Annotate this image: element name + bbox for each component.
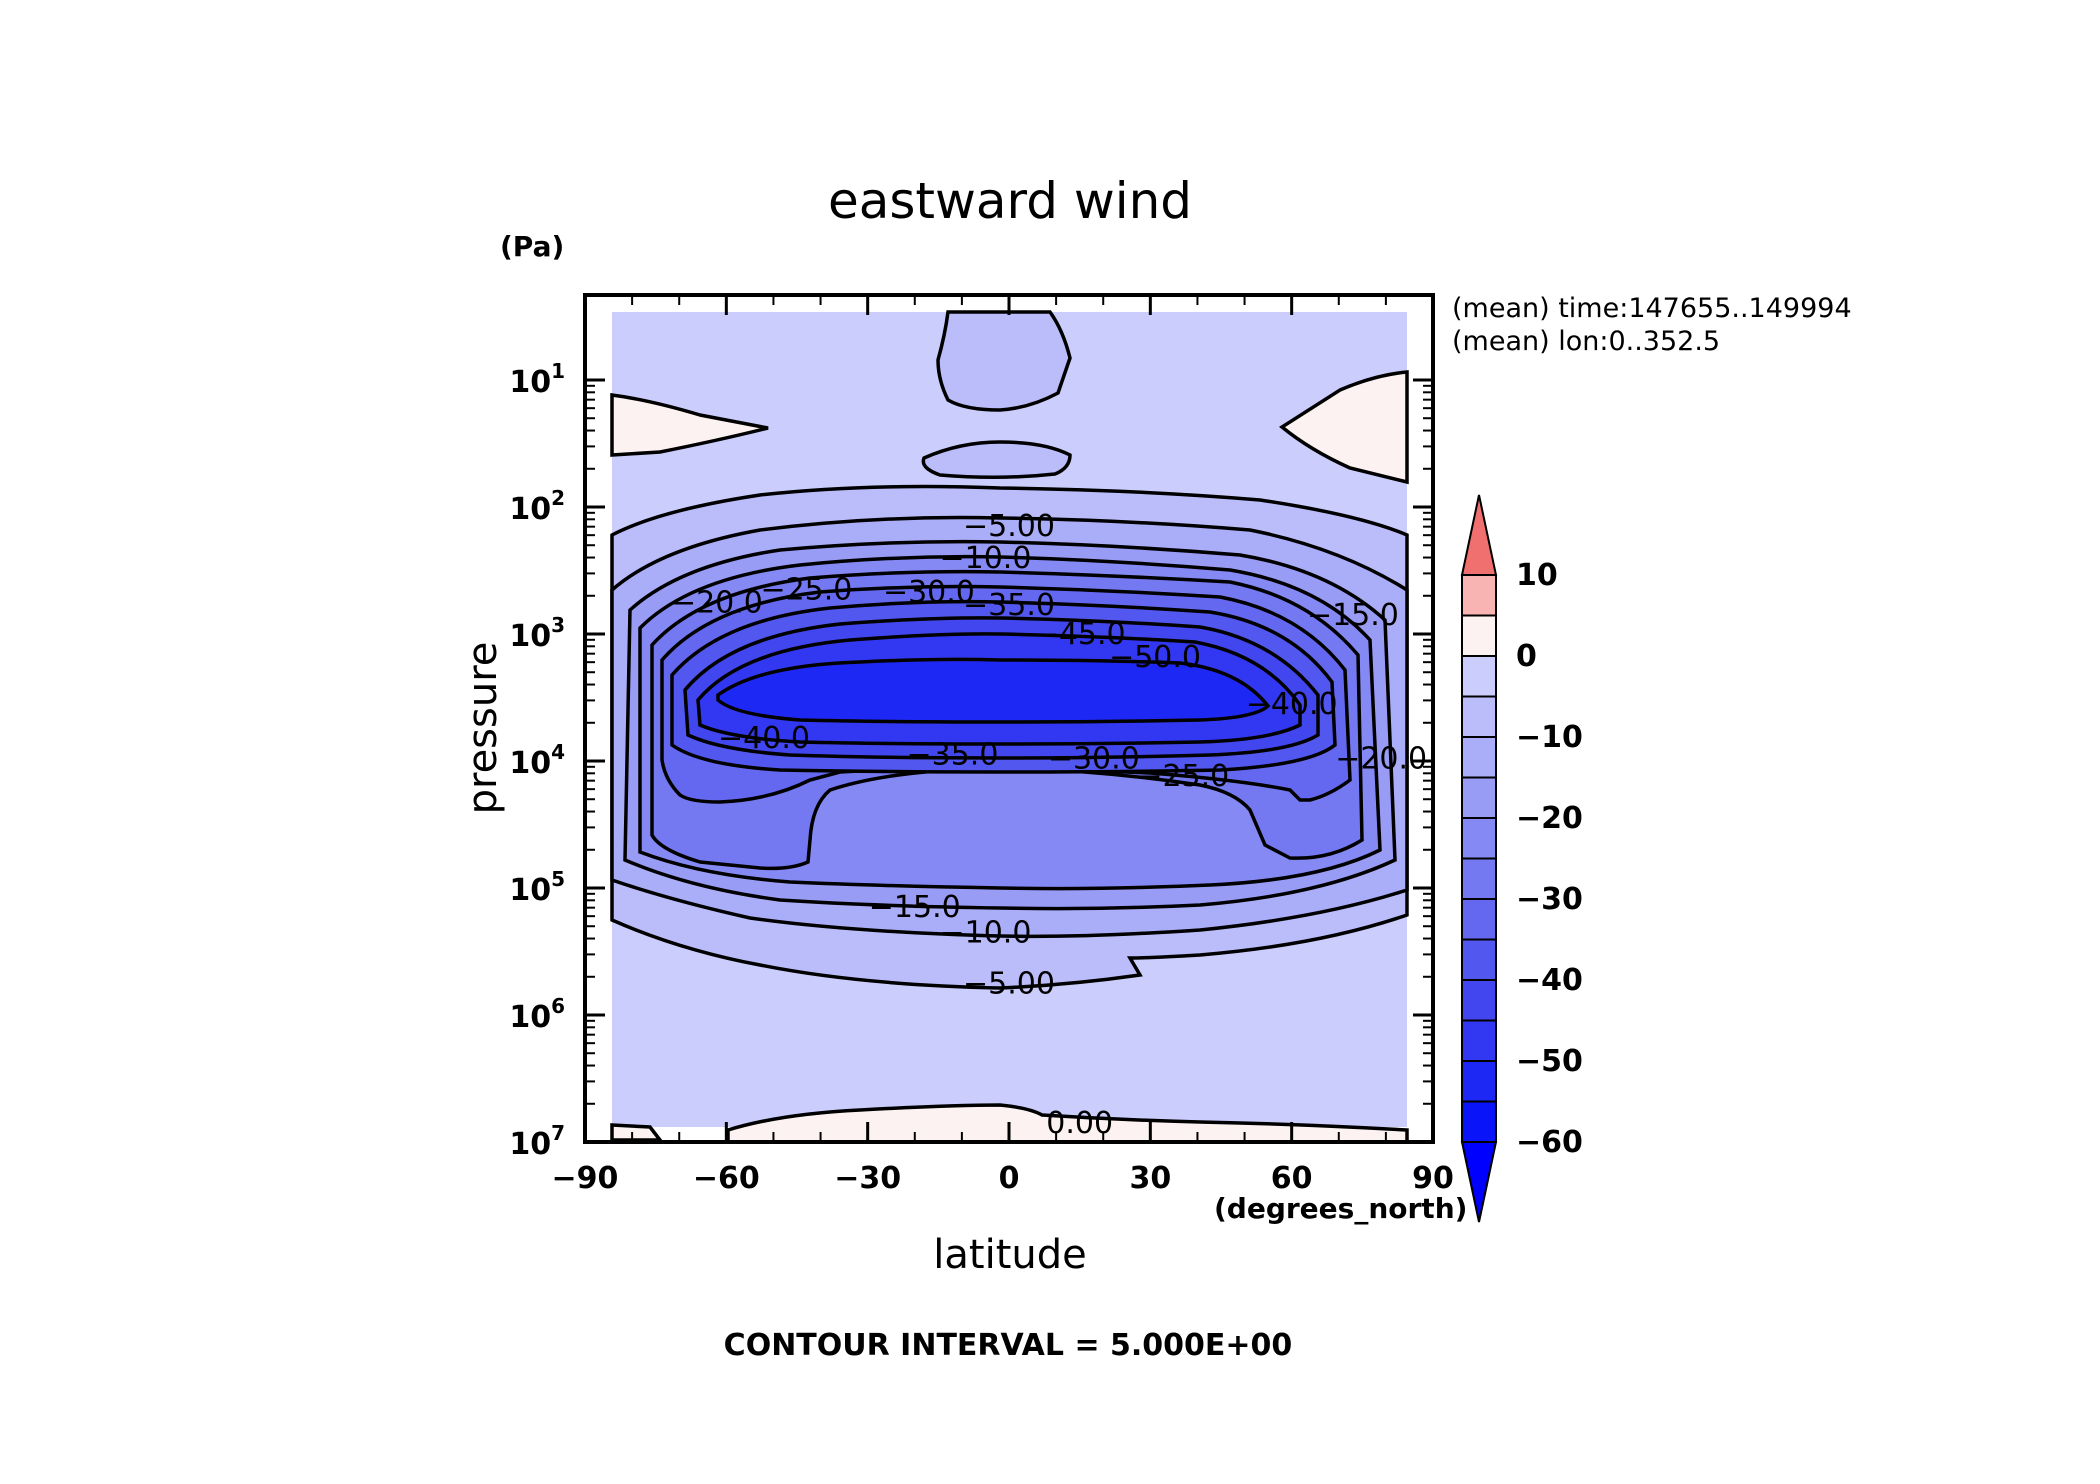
colorbar-swatch — [1461, 695, 1497, 738]
x-tick-label: −30 — [834, 1161, 901, 1196]
contour-label: −35.0 — [963, 588, 1055, 623]
contour-label: −25.0 — [1137, 759, 1229, 794]
annotation-lon: (mean) lon:0..352.5 — [1452, 326, 1720, 357]
y-tick-base: 10 — [509, 365, 551, 400]
y-axis-label: pressure — [460, 642, 506, 815]
chart-title: eastward wind — [828, 172, 1192, 230]
contour-label: −40.0 — [718, 721, 810, 756]
fill-positive-sh-top — [610, 393, 769, 457]
contour-label: −15.0 — [1307, 598, 1399, 633]
fill-level-minus5-mid — [921, 440, 1072, 480]
x-unit-label: (degrees_north) — [1214, 1192, 1467, 1225]
contour-label: −45.0 — [1034, 617, 1126, 652]
colorbar-label: −60 — [1516, 1125, 1583, 1160]
colorbar-swatch — [1461, 614, 1497, 657]
colorbar-label: 0 — [1516, 639, 1537, 674]
colorbar-swatch — [1461, 817, 1497, 860]
colorbar-label: −20 — [1516, 801, 1583, 836]
contour-label: −10.0 — [939, 915, 1031, 950]
colorbar-label: −40 — [1516, 963, 1583, 998]
colorbar-swatch — [1461, 776, 1497, 819]
fill-level-minus5-top — [936, 310, 1072, 412]
colorbar-swatch — [1461, 1100, 1497, 1143]
contour-fills — [610, 310, 1409, 1144]
colorbar-label: −50 — [1516, 1044, 1583, 1079]
y-tick-base: 10 — [509, 619, 551, 654]
contour-label: −15.0 — [869, 890, 961, 925]
contour-label: −5.00 — [963, 966, 1055, 1001]
colorbar-label: −10 — [1516, 720, 1583, 755]
contour-interval-note: CONTOUR INTERVAL = 5.000E+00 — [724, 1328, 1293, 1363]
y-tick-base: 10 — [509, 1000, 551, 1035]
y-unit-label: (Pa) — [500, 230, 564, 263]
annotation-time: (mean) time:147655..149994 — [1452, 293, 1852, 324]
contour-label: −30.0 — [1048, 741, 1140, 776]
contour-label: −50.0 — [1109, 640, 1201, 675]
contour-label: −35.0 — [906, 738, 998, 773]
colorbar: 10 0 −10 −20 −30 −40 −50 −60 — [1460, 494, 1583, 1223]
plot-area: −5.00−10.0−20.0−25.0 −30.0−35.0−45.0−50.0… — [583, 293, 1435, 1144]
x-tick-label: 60 — [1271, 1161, 1313, 1196]
y-tick-label: 104 — [509, 740, 565, 781]
y-tick-exponent: 2 — [551, 486, 565, 510]
colorbar-swatch — [1461, 1019, 1497, 1062]
contour-label: −40.0 — [1246, 687, 1338, 722]
y-tick-base: 10 — [509, 873, 551, 908]
fill-level-minus50 — [716, 657, 1271, 724]
y-tick-label: 105 — [509, 867, 565, 908]
x-tick-label: −90 — [552, 1161, 619, 1196]
x-tick-label: 0 — [999, 1161, 1020, 1196]
x-axis-label: latitude — [933, 1232, 1086, 1278]
contour-label: −30.0 — [883, 575, 975, 610]
axis-ticks — [583, 295, 1435, 1144]
y-tick-label: 103 — [509, 613, 565, 654]
y-tick-base: 10 — [509, 492, 551, 527]
y-tick-exponent: 6 — [551, 994, 565, 1018]
colorbar-swatch — [1461, 736, 1497, 779]
y-tick-base: 10 — [509, 746, 551, 781]
x-tick-label: 30 — [1129, 1161, 1171, 1196]
contour-label: −5.00 — [963, 509, 1055, 544]
x-tick-label: −60 — [693, 1161, 760, 1196]
colorbar-swatch — [1461, 979, 1497, 1022]
colorbar-swatch — [1461, 938, 1497, 981]
contour-label: −20.0 — [1335, 741, 1427, 776]
y-tick-base: 10 — [509, 1127, 551, 1162]
y-tick-label: 106 — [509, 994, 565, 1035]
colorbar-label: 10 — [1516, 558, 1558, 593]
colorbar-swatch — [1461, 898, 1497, 941]
y-tick-label: 102 — [509, 486, 565, 527]
y-tick-exponent: 7 — [551, 1121, 565, 1145]
x-tick-label: 90 — [1412, 1161, 1454, 1196]
y-tick-exponent: 1 — [551, 359, 565, 383]
y-tick-exponent: 4 — [551, 740, 565, 764]
colorbar-swatch — [1461, 574, 1497, 617]
y-tick-exponent: 3 — [551, 613, 565, 637]
colorbar-swatch — [1461, 1060, 1497, 1103]
contour-label: −20.0 — [671, 585, 763, 620]
y-tick-exponent: 5 — [551, 867, 565, 891]
contour-label: −10.0 — [939, 541, 1031, 576]
colorbar-swatch — [1461, 857, 1497, 900]
contour-label: 0.00 — [1046, 1106, 1113, 1141]
fill-positive-nh-top — [1279, 370, 1409, 485]
y-tick-label: 107 — [509, 1121, 565, 1162]
colorbar-swatch — [1461, 655, 1497, 698]
colorbar-label: −30 — [1516, 882, 1583, 917]
colorbar-over-triangle — [1460, 494, 1498, 576]
contour-label: −25.0 — [760, 573, 852, 608]
y-tick-label: 101 — [509, 359, 565, 400]
contour-labels: −5.00−10.0−20.0−25.0 −30.0−35.0−45.0−50.0… — [671, 509, 1427, 1141]
